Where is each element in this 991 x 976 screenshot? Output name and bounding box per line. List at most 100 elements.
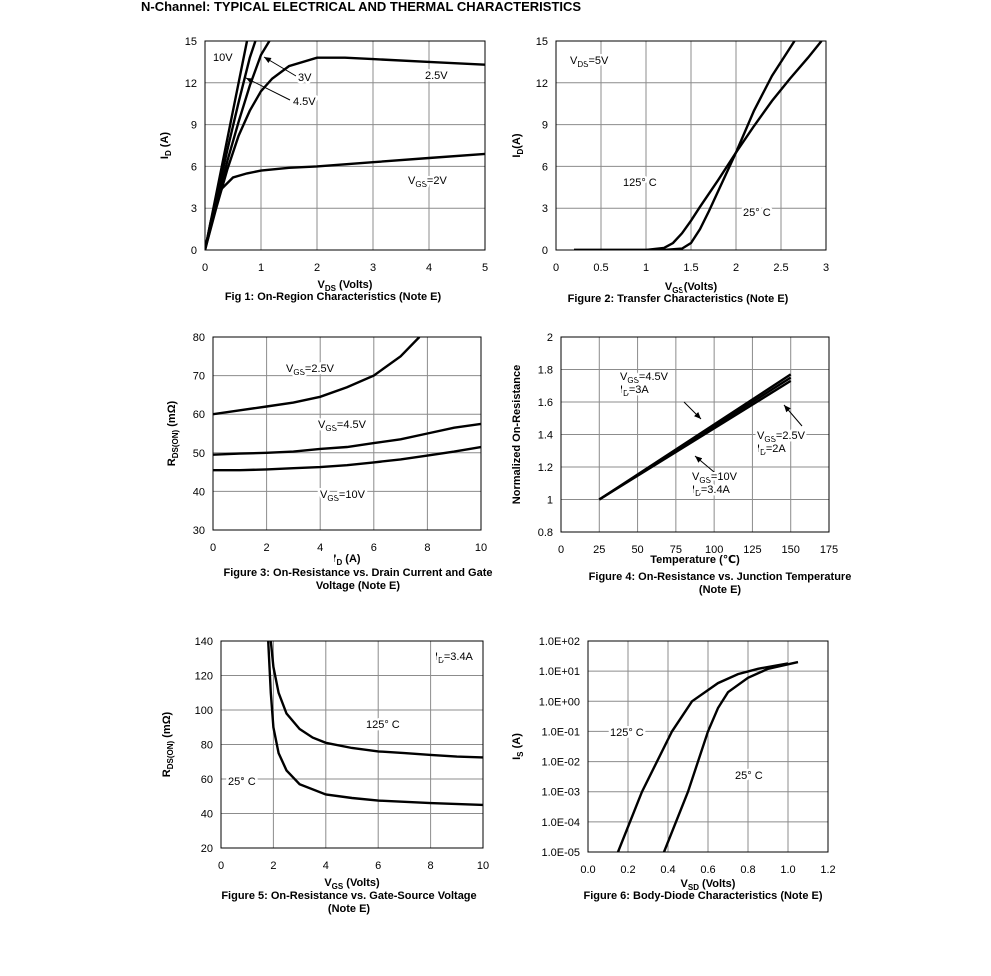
- y-tick-label: 1.0E+00: [539, 696, 580, 708]
- plot-frame: [587, 640, 829, 853]
- y-tick-label: 70: [193, 371, 205, 383]
- x-tick-label: 1.2: [820, 864, 835, 876]
- y-tick-label: 15: [185, 36, 197, 48]
- caption: Figure 3: On-Resistance vs. Drain Curren…: [224, 567, 493, 579]
- x-axis-label-part: (A): [342, 553, 361, 565]
- y-axis-label-part: (mΩ): [161, 711, 173, 740]
- y-tick-label: 9: [191, 120, 197, 132]
- x-tick-label: 0.5: [593, 262, 608, 274]
- series-label-part: V: [757, 430, 765, 442]
- data-line: [205, 41, 271, 250]
- x-tick-label: 4: [323, 860, 329, 872]
- y-tick-label: 6: [191, 161, 197, 173]
- series-label-part: =4.5V: [639, 371, 669, 383]
- y-tick-label: 30: [193, 525, 205, 537]
- caption: Figure 2: Transfer Characteristics (Note…: [568, 293, 789, 305]
- x-tick-label: 0.0: [580, 864, 595, 876]
- x-axis-label-part: GS: [332, 882, 344, 891]
- x-axis-label-part: V: [681, 878, 689, 890]
- series-label-part: D: [760, 448, 766, 457]
- series-label-part: =3.4A: [701, 484, 731, 496]
- series-label: VGS=2.5V: [757, 430, 806, 444]
- series-label: ID=3A: [620, 384, 649, 398]
- series-label: VGS=2V: [408, 175, 447, 189]
- arrow: [683, 401, 702, 420]
- series-label: 2.5V: [425, 70, 448, 82]
- y-tick-label: 3: [542, 203, 548, 215]
- y-axis-label-part: I: [511, 155, 523, 158]
- series-label-part: D: [695, 489, 701, 498]
- data-line: [598, 379, 792, 501]
- y-axis-label: ID (A): [159, 132, 173, 160]
- series-label-part: GS: [293, 368, 305, 377]
- x-tick-label: 100: [705, 544, 723, 556]
- y-tick-label: 120: [195, 671, 213, 683]
- x-axis-label-part: V: [324, 877, 332, 889]
- x-axis-label: VGS(Volts): [665, 281, 718, 295]
- plot-frame: [560, 336, 830, 533]
- y-tick-label: 140: [195, 636, 213, 648]
- series-label-part: I: [757, 443, 760, 455]
- series-label-part: GS: [627, 376, 639, 385]
- x-tick-label: 0: [553, 262, 559, 274]
- series-label-part: =4.5V: [337, 419, 367, 431]
- series-label: 3V: [298, 72, 312, 84]
- y-axis-label: Normalized On-Resistance: [511, 365, 523, 504]
- series-label: 10V: [213, 52, 233, 64]
- y-tick-label: 15: [536, 36, 548, 48]
- x-axis-label-part: (Volts): [684, 281, 718, 293]
- y-axis-label-part: (A): [511, 133, 523, 149]
- caption: Figure 6: Body-Diode Characteristics (No…: [584, 890, 823, 902]
- y-axis-label-part: DS(ON): [166, 740, 175, 769]
- series-label-part: GS: [764, 435, 776, 444]
- page-title: N-Channel: TYPICAL ELECTRICAL AND THERMA…: [141, 0, 581, 14]
- x-tick-label: 125: [743, 544, 761, 556]
- y-tick-label: 1.6: [538, 397, 553, 409]
- x-tick-label: 75: [670, 544, 682, 556]
- x-tick-label: 3: [823, 262, 829, 274]
- y-axis-label-part: D: [516, 149, 525, 155]
- x-tick-label: 8: [424, 542, 430, 554]
- y-tick-label: 80: [201, 740, 213, 752]
- arrow: [263, 56, 297, 77]
- data-line: [205, 56, 485, 250]
- y-tick-label: 0: [191, 245, 197, 257]
- y-axis-label-part: I: [159, 156, 171, 159]
- caption: Voltage (Note E): [316, 580, 400, 592]
- y-tick-label: 1.0E+02: [539, 636, 580, 648]
- series-label-part: =2A: [766, 443, 787, 455]
- y-tick-label: 40: [193, 486, 205, 498]
- x-axis-label-part: V: [665, 281, 673, 293]
- y-tick-label: 1: [547, 495, 553, 507]
- x-tick-label: 6: [371, 542, 377, 554]
- x-tick-label: 3: [370, 262, 376, 274]
- series-label: ID=2A: [757, 443, 786, 457]
- caption: Fig 1: On-Region Characteristics (Note E…: [225, 291, 442, 303]
- x-tick-label: 0: [558, 544, 564, 556]
- series-label-part: =10V: [339, 489, 366, 501]
- x-tick-label: 1: [643, 262, 649, 274]
- x-axis-label-part: DS: [325, 284, 337, 293]
- series-label-part: I: [692, 484, 695, 496]
- annotation-part: I: [435, 651, 438, 663]
- x-axis-label: Temperature (℃): [650, 554, 740, 566]
- series-label: 25° C: [735, 770, 763, 782]
- data-line: [205, 152, 485, 250]
- arrow: [694, 455, 721, 478]
- y-axis-label: RDS(ON) (mΩ): [161, 711, 175, 777]
- x-tick-label: 0.6: [700, 864, 715, 876]
- y-axis-label-part: (mΩ): [166, 400, 178, 429]
- series-label: VGS=4.5V: [318, 419, 367, 433]
- annotation-part: =5V: [588, 55, 609, 67]
- y-tick-label: 0.8: [538, 527, 553, 539]
- x-axis-label: VSD (Volts): [681, 878, 736, 892]
- x-tick-label: 0: [218, 860, 224, 872]
- x-axis-label: VGS (Volts): [324, 877, 380, 891]
- y-axis-label-part: DS(ON): [171, 429, 180, 458]
- y-axis-label-part: (A): [511, 733, 523, 752]
- data-line: [574, 41, 823, 250]
- y-tick-label: 1.0E-01: [541, 726, 580, 738]
- series-label-part: GS: [327, 494, 339, 503]
- x-tick-label: 2: [733, 262, 739, 274]
- data-line: [269, 641, 483, 759]
